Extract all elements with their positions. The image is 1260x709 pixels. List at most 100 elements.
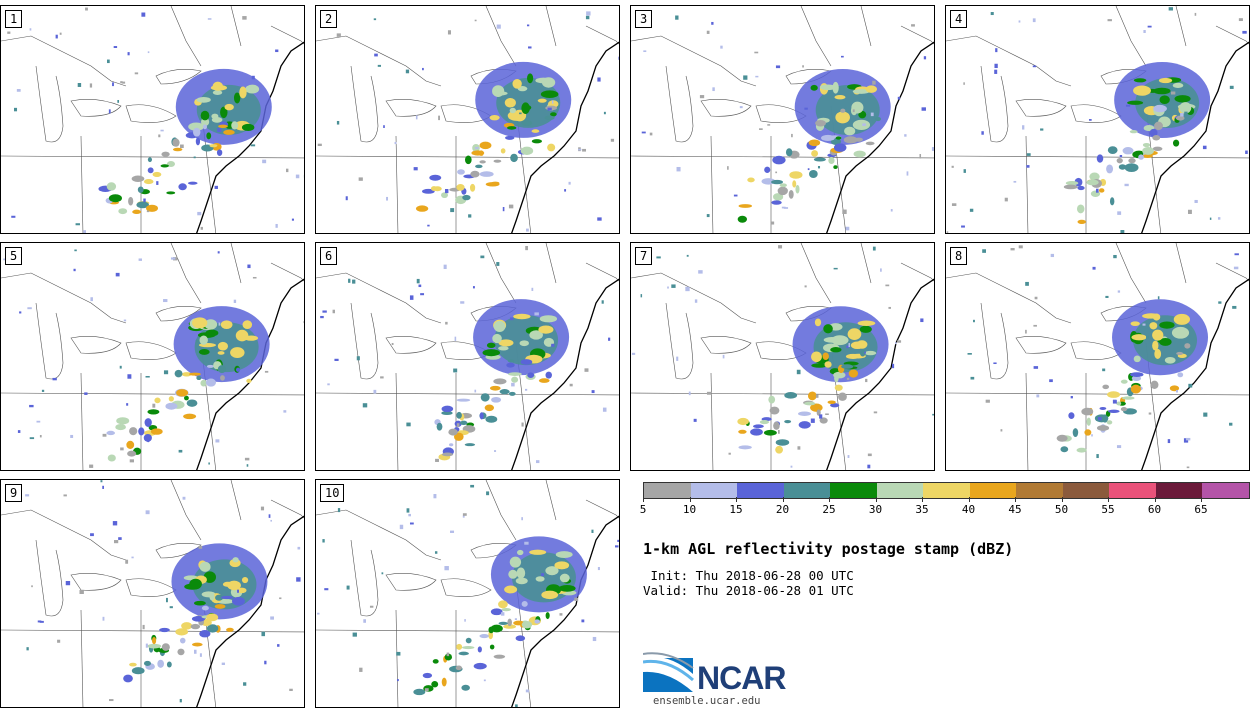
echo-pixel xyxy=(373,389,377,394)
echo-cell xyxy=(529,330,543,340)
echo-pixel xyxy=(649,132,653,136)
echo-cell xyxy=(865,85,877,93)
echo-pixel xyxy=(275,49,279,53)
echo-pixel xyxy=(446,652,450,657)
echo-cell xyxy=(1065,180,1079,186)
echo-cell xyxy=(129,662,137,667)
coastline xyxy=(1141,278,1249,470)
echo-cell xyxy=(161,643,170,651)
echo-cell xyxy=(810,84,818,91)
echo-pixel xyxy=(825,413,829,415)
echo-cell xyxy=(475,164,483,169)
echo-pixel xyxy=(591,529,594,533)
echo-pixel xyxy=(1194,199,1198,203)
echo-pixel xyxy=(963,82,965,85)
colorbar-tick xyxy=(782,497,784,502)
echo-pixel xyxy=(163,370,169,375)
echo-cell xyxy=(220,320,233,329)
echo-pixel xyxy=(494,450,497,452)
echo-pixel xyxy=(145,643,148,648)
echo-pixel xyxy=(1112,400,1117,404)
echo-cell xyxy=(1077,185,1085,191)
map-boundary xyxy=(316,509,442,561)
map-boundary xyxy=(316,272,442,324)
echo-cell xyxy=(844,126,856,136)
echo-cell xyxy=(535,576,545,582)
echo-cell xyxy=(1106,420,1113,425)
colorbar-swatch xyxy=(1109,483,1156,498)
echo-cell xyxy=(1116,158,1123,164)
echo-pixel xyxy=(963,169,966,173)
colorbar-tick xyxy=(1015,497,1016,502)
echo-pixel xyxy=(1036,394,1040,398)
echo-cell xyxy=(159,627,170,633)
echo-pixel xyxy=(578,148,582,151)
echo-pixel xyxy=(932,413,934,416)
echo-cell xyxy=(504,98,516,108)
member-panel-5: 5 xyxy=(0,242,305,471)
colorbar-tick-label: 50 xyxy=(1054,503,1069,516)
echo-cell xyxy=(143,179,154,185)
echo-cell xyxy=(1099,406,1107,411)
reflectivity-map xyxy=(631,6,934,233)
echo-pixel xyxy=(961,225,965,228)
echo-pixel xyxy=(120,81,123,84)
echo-cell xyxy=(816,409,821,416)
echo-pixel xyxy=(303,321,304,324)
echo-cell xyxy=(123,674,133,683)
colorbar-tick xyxy=(1108,497,1109,502)
echo-cell xyxy=(538,378,550,383)
echo-pixel xyxy=(405,69,410,74)
echo-cell xyxy=(237,587,247,594)
echo-cell xyxy=(845,353,861,360)
echo-cell xyxy=(738,445,752,450)
echo-cell xyxy=(823,324,833,334)
echo-pixel xyxy=(474,389,477,393)
colorbar-tick-label: 10 xyxy=(682,503,697,516)
echo-cell xyxy=(516,549,524,556)
map-boundary xyxy=(125,341,177,360)
echo-cell xyxy=(490,624,503,633)
echo-pixel xyxy=(502,206,505,212)
echo-pixel xyxy=(1033,366,1039,369)
echo-pixel xyxy=(919,154,922,159)
echo-pixel xyxy=(1032,65,1037,68)
echo-pixel xyxy=(1245,150,1248,154)
echo-pixel xyxy=(1010,248,1015,251)
echo-pixel xyxy=(500,612,505,616)
echo-cell xyxy=(504,585,518,594)
echo-cell xyxy=(465,637,472,644)
echo-cell xyxy=(773,421,780,430)
echo-pixel xyxy=(1091,434,1093,437)
colorbar-swatch xyxy=(690,483,737,498)
echo-cell xyxy=(841,364,854,369)
echo-cell xyxy=(202,124,207,130)
echo-pixel xyxy=(55,34,58,39)
echo-pixel xyxy=(524,541,529,545)
echo-pixel xyxy=(125,559,129,564)
echo-cell xyxy=(515,577,528,585)
colorbar-tick xyxy=(736,497,737,502)
echo-cell xyxy=(738,204,753,208)
echo-pixel xyxy=(819,414,823,419)
echo-cell xyxy=(531,139,542,144)
echo-pixel xyxy=(569,383,573,387)
echo-pixel xyxy=(75,223,80,226)
echo-pixel xyxy=(897,96,901,100)
echo-pixel xyxy=(90,297,93,302)
echo-pixel xyxy=(246,464,249,467)
echo-cell xyxy=(199,630,211,638)
echo-cell xyxy=(214,604,226,609)
echo-pixel xyxy=(112,82,114,87)
colorbar-swatch xyxy=(969,483,1016,498)
echo-pixel xyxy=(982,249,986,253)
echo-cell xyxy=(507,359,515,363)
echo-cell xyxy=(830,347,842,353)
echo-cell xyxy=(191,616,206,622)
echo-pixel xyxy=(374,53,378,57)
echo-cell xyxy=(1152,146,1163,151)
echo-pixel xyxy=(1088,119,1092,121)
echo-cell xyxy=(116,417,130,425)
echo-pixel xyxy=(1096,454,1099,459)
echo-pixel xyxy=(145,375,150,378)
